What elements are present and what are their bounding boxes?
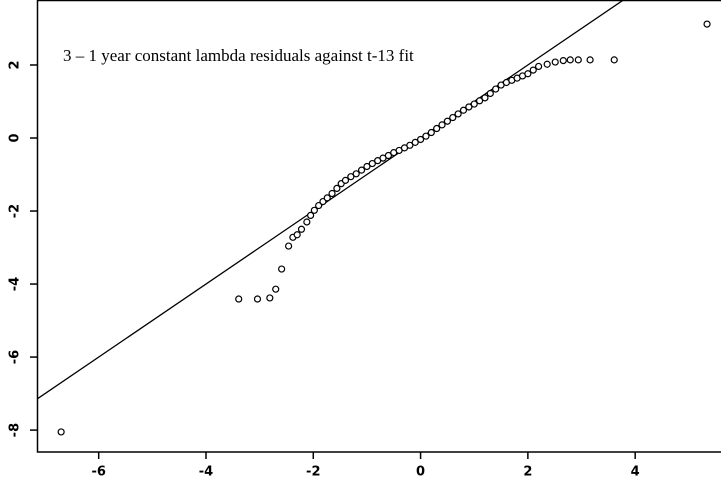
plot-frame [36, 0, 721, 453]
point [352, 170, 360, 178]
y-tick-label: 2 [8, 60, 23, 69]
point [57, 428, 65, 436]
point [406, 141, 414, 149]
point [454, 110, 462, 118]
point [481, 94, 489, 102]
point [449, 113, 457, 122]
point [459, 106, 468, 114]
point [574, 56, 582, 64]
point [272, 285, 280, 293]
point [341, 176, 350, 184]
point [438, 121, 446, 129]
point [297, 225, 306, 233]
point [278, 265, 286, 273]
point [253, 295, 262, 303]
reference-line [37, 0, 625, 400]
point [323, 194, 331, 202]
point [307, 211, 315, 220]
point [703, 20, 711, 28]
x-tick-label: -2 [306, 465, 320, 480]
point [411, 138, 419, 146]
x-tick-label: -6 [91, 465, 105, 480]
point [266, 294, 274, 302]
point [486, 89, 494, 98]
y-tick-label: -4 [8, 277, 23, 291]
point [422, 132, 430, 140]
point [315, 201, 323, 210]
y-tick-label: -2 [8, 204, 23, 218]
point [328, 189, 336, 198]
x-tick-label: -4 [199, 465, 213, 480]
point [559, 57, 567, 65]
point [475, 97, 484, 105]
point [586, 56, 594, 64]
y-tick-label: 0 [8, 133, 23, 142]
point [310, 206, 318, 214]
point [384, 151, 392, 160]
x-tick-label: 0 [416, 465, 425, 480]
point [433, 124, 441, 133]
point [492, 85, 500, 93]
point [427, 128, 435, 137]
point [235, 295, 243, 303]
point [543, 60, 551, 68]
point [303, 218, 311, 226]
x-tick-label: 4 [631, 465, 640, 480]
point [465, 103, 473, 111]
chart-title: 3 – 1 year constant lambda residuals aga… [63, 46, 414, 65]
point [610, 56, 618, 64]
point [529, 66, 537, 74]
y-tick-label: -6 [8, 350, 23, 364]
point [347, 173, 355, 181]
point [333, 184, 341, 192]
point [566, 56, 574, 64]
x-tick-label: 2 [523, 465, 532, 480]
point [357, 166, 366, 174]
point [285, 242, 293, 250]
y-tick-label: -8 [8, 423, 23, 437]
point [551, 58, 559, 66]
point [524, 70, 532, 78]
point [534, 62, 543, 71]
point [416, 135, 425, 144]
point [363, 162, 371, 171]
point [293, 231, 301, 239]
point [470, 100, 478, 108]
point [368, 159, 376, 168]
point [443, 117, 451, 125]
